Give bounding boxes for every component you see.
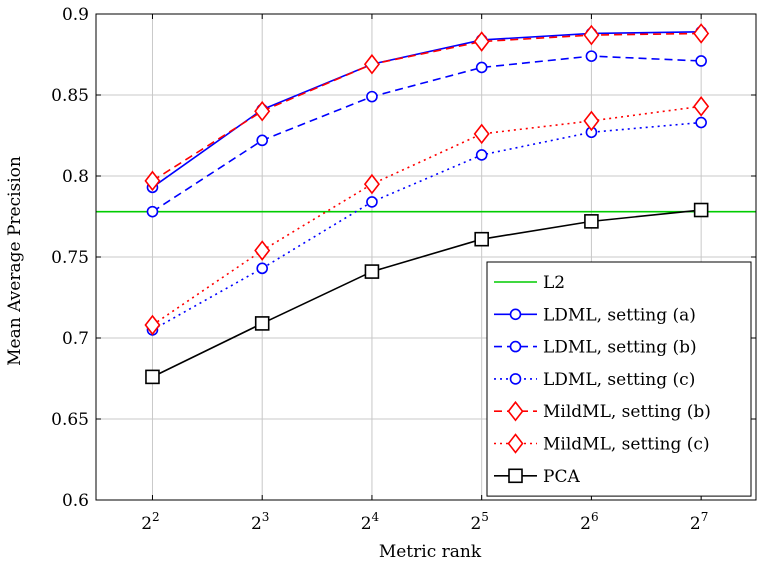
series-ldml-setting-a xyxy=(146,26,707,194)
legend-entry: LDML, setting (b) xyxy=(494,338,697,358)
data-point-mildml-setting-c xyxy=(583,110,600,132)
series-mildml-setting-c xyxy=(144,96,710,336)
series-ldml-setting-b xyxy=(146,50,707,218)
data-point-ldml-setting-c xyxy=(475,149,488,161)
series-mildml-setting-b xyxy=(144,23,710,192)
series-line-mildml-setting-c xyxy=(152,105,702,326)
legend-marker-swatch xyxy=(507,433,524,454)
legend-entry: MildML, setting (c) xyxy=(494,433,710,455)
y-tick-label: 0.8 xyxy=(62,167,89,187)
legend-label: PCA xyxy=(543,467,580,487)
y-tick-label: 0.75 xyxy=(51,248,89,268)
y-tick-label: 0.9 xyxy=(62,5,89,25)
x-axis-label: Metric rank xyxy=(379,542,482,562)
x-tick-label: 23 xyxy=(251,510,269,534)
data-point-pca xyxy=(693,202,709,218)
data-point-pca xyxy=(364,264,380,279)
legend-label: L2 xyxy=(543,273,565,293)
legend-marker-swatch xyxy=(507,400,524,422)
series-line-pca xyxy=(152,209,702,378)
y-tick-label: 0.6 xyxy=(62,491,89,511)
data-point-ldml-setting-b xyxy=(146,205,159,218)
series-line-ldml-setting-a xyxy=(152,31,702,188)
legend: L2 LDML, setting (a) LDML, setting (b) LDML… xyxy=(486,261,752,497)
data-point-mildml-setting-b xyxy=(254,100,271,122)
series-line-mildml-setting-b xyxy=(152,32,702,182)
axes: 22 23 24 25 26 27 0.6 0.65 0.7 0.75 0.8 0.85 0.9 xyxy=(51,5,756,534)
legend-label: LDML, setting (c) xyxy=(543,370,695,390)
data-point-pca xyxy=(254,316,270,331)
series-pca xyxy=(145,202,709,385)
data-point-mildml-setting-b xyxy=(583,24,600,46)
legend-entry: PCA xyxy=(494,467,580,487)
data-point-mildml-setting-b xyxy=(693,23,710,44)
y-tick-label: 0.7 xyxy=(62,329,89,349)
y-tick-label: 0.65 xyxy=(51,410,89,430)
legend-marker-swatch xyxy=(509,373,522,385)
legend-label: MildML, setting (b) xyxy=(543,402,711,422)
data-point-mildml-setting-c xyxy=(693,96,710,117)
legend-entry: LDML, setting (c) xyxy=(494,370,695,390)
legend-entry: MildML, setting (b) xyxy=(494,400,711,422)
data-point-mildml-setting-c xyxy=(473,123,490,145)
legend-label: LDML, setting (b) xyxy=(543,338,697,358)
data-point-mildml-setting-c xyxy=(363,173,380,195)
x-tick-label: 24 xyxy=(361,510,380,534)
x-tick-label: 25 xyxy=(470,510,488,534)
data-point-mildml-setting-c xyxy=(254,240,271,261)
data-point-ldml-setting-b xyxy=(256,134,269,147)
data-point-ldml-setting-b xyxy=(475,61,488,74)
data-point-ldml-setting-c xyxy=(256,262,269,275)
legend-entry: L2 xyxy=(494,273,565,293)
data-point-ldml-setting-c xyxy=(366,196,378,208)
legend-marker-swatch xyxy=(508,468,523,484)
legend-marker-swatch xyxy=(509,308,522,321)
x-tick-label: 27 xyxy=(690,510,708,534)
data-point-pca xyxy=(584,214,599,229)
data-point-mildml-setting-b xyxy=(473,31,490,52)
data-point-ldml-setting-b xyxy=(366,90,378,103)
data-point-pca xyxy=(474,231,489,247)
y-tick-label: 0.85 xyxy=(51,86,89,106)
y-axis-label: Mean Average Precision xyxy=(5,156,25,366)
legend-marker-swatch xyxy=(509,340,522,353)
series-line-ldml-setting-b xyxy=(152,55,702,213)
series-layer xyxy=(96,23,756,385)
data-point-ldml-setting-c xyxy=(695,116,707,129)
data-point-ldml-setting-b xyxy=(695,55,707,67)
data-point-mildml-setting-b xyxy=(144,170,161,192)
data-point-mildml-setting-c xyxy=(144,314,161,336)
data-point-mildml-setting-b xyxy=(363,53,380,75)
series-line-ldml-setting-c xyxy=(152,121,702,331)
data-point-ldml-setting-b xyxy=(585,50,598,62)
legend-entry: LDML, setting (a) xyxy=(494,305,696,325)
data-point-pca xyxy=(145,369,160,385)
legend-label: MildML, setting (c) xyxy=(543,435,710,455)
x-tick-label: 22 xyxy=(141,510,159,534)
legend-label: LDML, setting (a) xyxy=(543,305,696,325)
x-tick-label: 26 xyxy=(580,510,598,534)
